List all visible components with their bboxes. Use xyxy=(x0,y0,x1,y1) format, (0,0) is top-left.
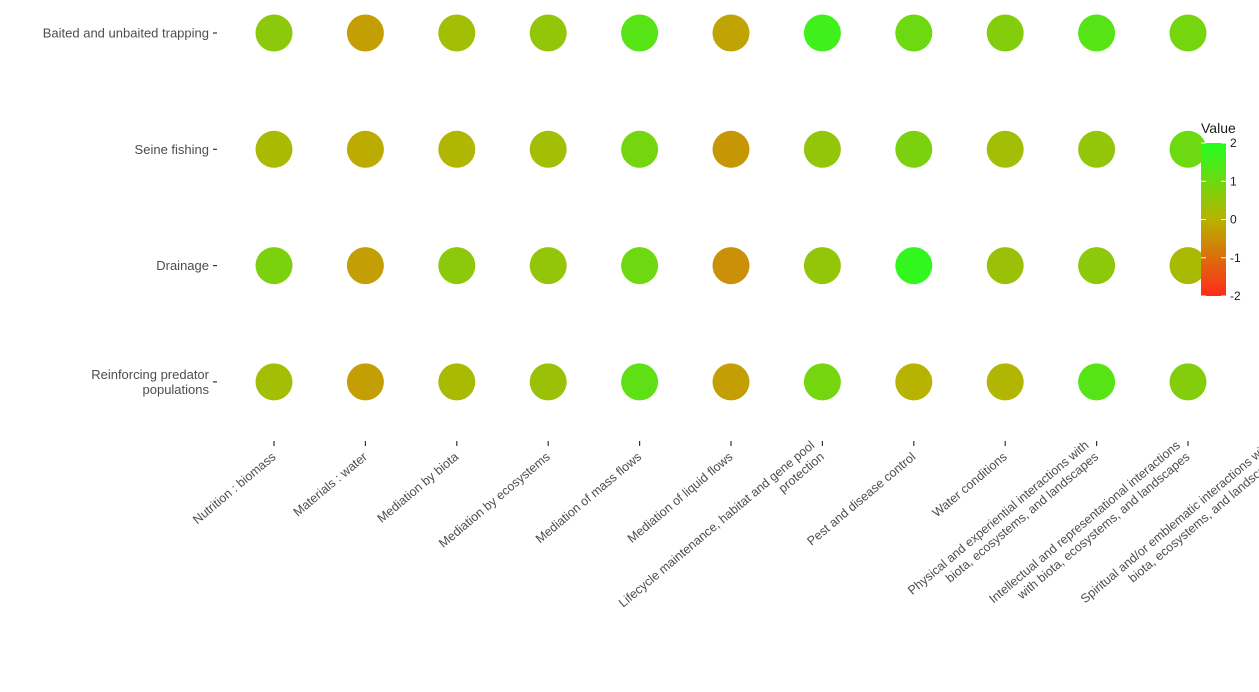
heatmap-dot xyxy=(1078,363,1116,401)
heatmap-dot xyxy=(895,247,933,285)
heatmap-dot xyxy=(803,130,841,168)
y-tick-label: Drainage xyxy=(156,258,209,273)
heatmap-dot xyxy=(529,363,567,401)
heatmap-dot xyxy=(255,130,293,168)
heatmap-dot xyxy=(529,14,567,52)
legend-tick-label: 0 xyxy=(1230,213,1237,227)
heatmap-dot xyxy=(895,130,933,168)
heatmap-dot xyxy=(255,14,293,52)
heatmap-dot xyxy=(986,247,1024,285)
heatmap-dot xyxy=(621,247,659,285)
heatmap-dot xyxy=(1078,130,1116,168)
heatmap-dot xyxy=(803,247,841,285)
heatmap-dot xyxy=(621,14,659,52)
heatmap-dot xyxy=(803,14,841,52)
heatmap-dot xyxy=(803,363,841,401)
y-axis: Baited and unbaited trapping Seine fishin… xyxy=(43,26,217,397)
svg-text:Mediation by biota: Mediation by biota xyxy=(375,450,462,526)
heatmap-dot xyxy=(1169,363,1207,401)
heatmap-dot xyxy=(1078,247,1116,285)
legend-tick-label: -2 xyxy=(1230,289,1241,303)
x-tick-label: Nutrition : biomass xyxy=(190,450,278,527)
legend-title: Value xyxy=(1201,120,1236,136)
y-tick-label: Reinforcing predator populations xyxy=(91,367,209,397)
x-tick-label: Materials : water xyxy=(291,450,370,520)
svg-text:Materials : water: Materials : water xyxy=(291,450,370,520)
legend-tick-label: 1 xyxy=(1230,174,1237,188)
heatmap-dot xyxy=(986,130,1024,168)
heatmap-dot xyxy=(712,14,750,52)
x-axis: Nutrition : biomass Materials : water Medi… xyxy=(190,438,1259,610)
heatmap-dot xyxy=(986,363,1024,401)
heatmap-dot xyxy=(346,14,384,52)
legend-tick-label: -1 xyxy=(1230,251,1241,265)
heatmap-dot xyxy=(438,130,476,168)
heatmap-dot xyxy=(346,130,384,168)
heatmap-dot xyxy=(712,130,750,168)
heatmap-dot xyxy=(529,130,567,168)
heatmap-dot xyxy=(438,247,476,285)
heatmap-dot xyxy=(895,14,933,52)
color-legend: Value 2 1 0 -1 -2 xyxy=(1201,120,1241,303)
heatmap-dot xyxy=(346,247,384,285)
y-tick-label: Baited and unbaited trapping xyxy=(43,26,209,41)
heatmap-dot xyxy=(621,130,659,168)
heatmap-dot xyxy=(438,14,476,52)
y-tick-label: Seine fishing xyxy=(135,142,209,157)
legend-tick-label: 2 xyxy=(1230,136,1237,150)
heatmap-dot xyxy=(895,363,933,401)
heatmap-dot xyxy=(986,14,1024,52)
heatmap-dot xyxy=(529,247,567,285)
heatmap-dot xyxy=(712,363,750,401)
plot-panel xyxy=(255,14,1207,401)
heatmap-dot xyxy=(438,363,476,401)
x-tick-label: Mediation by biota xyxy=(375,450,462,526)
heatmap-dot xyxy=(621,363,659,401)
heatmap-dot xyxy=(255,363,293,401)
svg-text:Nutrition : biomass: Nutrition : biomass xyxy=(190,450,278,527)
heatmap-dot xyxy=(1169,130,1207,168)
heatmap-dot xyxy=(1078,14,1116,52)
heatmap-dot xyxy=(1169,14,1207,52)
heatmap-dot xyxy=(255,247,293,285)
heatmap-dot xyxy=(712,247,750,285)
heatmap-dot xyxy=(346,363,384,401)
heatmap-dot xyxy=(1169,247,1207,285)
